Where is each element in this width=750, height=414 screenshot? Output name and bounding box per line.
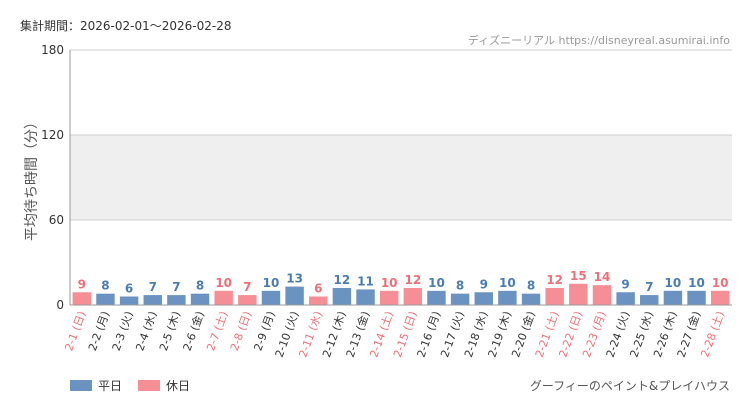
bar-value-label: 9 xyxy=(78,277,86,291)
y-axis-label: 平均待ち時間（分） xyxy=(24,115,40,241)
attraction-name: グーフィーのペイント&プレイハウス xyxy=(530,379,730,393)
legend: 平日 休日 xyxy=(70,379,190,393)
x-tick-label: 2-5 (木) xyxy=(157,310,183,353)
bar xyxy=(261,290,281,305)
bar xyxy=(190,293,210,305)
bar xyxy=(545,288,564,305)
bar-value-label: 7 xyxy=(243,280,251,294)
legend-swatch-holiday xyxy=(138,380,160,391)
bar-value-label: 10 xyxy=(381,276,398,290)
bar-value-label: 10 xyxy=(499,276,516,290)
bar xyxy=(119,296,139,305)
bar xyxy=(616,292,635,305)
x-tick-label: 2-2 (月) xyxy=(86,310,112,353)
legend-swatch-weekday xyxy=(70,380,92,391)
bar-value-label: 8 xyxy=(101,279,109,293)
bar-value-label: 7 xyxy=(172,280,180,294)
bar-value-label: 12 xyxy=(546,273,563,287)
bar xyxy=(640,295,659,305)
x-tick-label: 2-28 (土) xyxy=(698,310,727,360)
bar xyxy=(663,290,683,305)
bar-value-label: 14 xyxy=(594,270,611,284)
bar xyxy=(498,290,517,305)
value-labels: 9 8 6 7 7 8 10 7 10 13 6 12 11 10 12 10 8 9 10 8 12 15 14 9 7 10 1… xyxy=(78,269,729,296)
bar xyxy=(427,290,446,305)
shaded-band xyxy=(70,135,732,220)
bar-value-label: 12 xyxy=(404,273,421,287)
bar xyxy=(72,292,92,305)
legend-label-holiday: 休日 xyxy=(166,379,190,393)
y-tick-label: 60 xyxy=(49,213,64,227)
bar-value-label: 8 xyxy=(456,279,464,293)
bar-value-label: 12 xyxy=(334,273,351,287)
x-tick-label: 2-9 (月) xyxy=(252,310,278,353)
bar xyxy=(379,290,399,305)
bar-value-label: 8 xyxy=(196,279,204,293)
x-tick-label: 2-3 (火) xyxy=(110,310,136,353)
legend-label-weekday: 平日 xyxy=(98,379,122,393)
x-tick-label: 2-6 (金) xyxy=(180,309,207,352)
bar-value-label: 10 xyxy=(712,276,729,290)
bar-value-label: 10 xyxy=(428,276,445,290)
x-tick-label: 2-7 (土) xyxy=(204,310,230,353)
bar-value-label: 10 xyxy=(688,276,705,290)
gridlines xyxy=(69,49,732,305)
bar-value-label: 10 xyxy=(263,276,280,290)
y-tick-label: 0 xyxy=(56,298,64,312)
bar-value-label: 10 xyxy=(215,276,232,290)
bar-value-label: 8 xyxy=(527,279,535,293)
bar xyxy=(450,293,470,305)
bar-value-label: 6 xyxy=(314,282,322,296)
bar xyxy=(285,286,304,305)
bar-value-label: 10 xyxy=(665,276,682,290)
bar xyxy=(592,285,612,305)
bar xyxy=(332,288,352,305)
bar-value-label: 13 xyxy=(286,272,303,286)
x-tick-labels: 2-1 (日)2-2 (月)2-3 (火)2-4 (水)2-5 (木)2-6 (… xyxy=(62,309,727,359)
bar xyxy=(309,296,328,305)
bar-value-label: 9 xyxy=(480,277,488,291)
x-tick-label: 2-1 (日) xyxy=(62,310,88,353)
bar xyxy=(238,295,257,305)
bar-value-label: 7 xyxy=(149,280,157,294)
source-credit: ディズニーリアル https://disneyreal.asumirai.inf… xyxy=(468,33,730,47)
bar-value-label: 6 xyxy=(125,282,133,296)
bar xyxy=(569,283,588,305)
bar xyxy=(474,292,493,305)
x-tick-label: 2-4 (水) xyxy=(133,310,159,353)
bar xyxy=(356,289,375,305)
bar-value-label: 15 xyxy=(570,269,587,283)
bars xyxy=(72,283,730,305)
x-tick-label: 2-8 (日) xyxy=(228,310,254,353)
bar xyxy=(143,295,162,305)
bar-value-label: 7 xyxy=(645,280,653,294)
bar-value-label: 9 xyxy=(621,277,629,291)
bar xyxy=(687,290,706,305)
bar xyxy=(521,293,541,305)
y-tick-label: 180 xyxy=(41,43,64,57)
bar-value-label: 11 xyxy=(357,274,374,288)
period-label: 集計期間：2026-02-01～2026-02-28 xyxy=(20,18,231,33)
bar xyxy=(214,290,233,305)
y-tick-labels: 0 60 120 180 xyxy=(41,43,64,312)
bar xyxy=(403,288,423,305)
bar xyxy=(96,293,115,305)
bar xyxy=(710,290,730,305)
bar xyxy=(167,295,186,305)
y-tick-label: 120 xyxy=(41,128,64,142)
